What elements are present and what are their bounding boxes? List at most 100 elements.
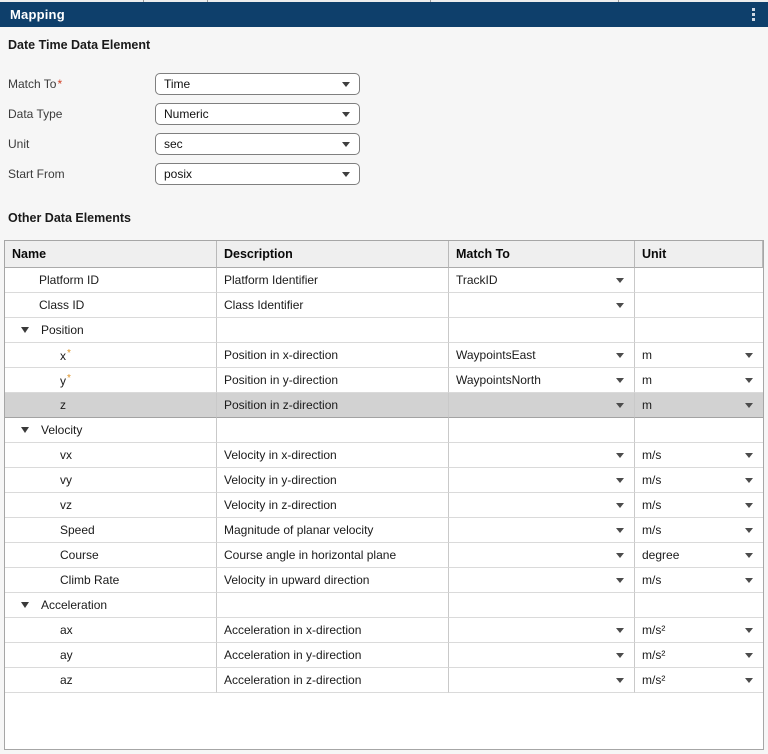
match-to-dropdown-cell: [449, 418, 635, 443]
chevron-down-icon: [745, 528, 753, 533]
name-cell: Velocity: [5, 418, 217, 443]
table-row-vx[interactable]: vxVelocity in x-directionm/s: [5, 443, 763, 468]
unit-dropdown[interactable]: sec: [155, 133, 360, 155]
unit-dropdown-cell[interactable]: m: [635, 343, 763, 368]
chevron-down-icon: [616, 628, 624, 633]
match-to-dropdown-cell[interactable]: [449, 393, 635, 418]
match-to-dropdown-cell[interactable]: [449, 468, 635, 493]
data-type-dropdown[interactable]: Numeric: [155, 103, 360, 125]
match-to-dropdown-cell[interactable]: [449, 568, 635, 593]
kebab-menu-icon[interactable]: [749, 5, 758, 24]
dropdown-value: posix: [156, 167, 192, 181]
unit-value: m: [642, 373, 652, 387]
table-row-vz[interactable]: vzVelocity in z-directionm/s: [5, 493, 763, 518]
collapse-triangle-icon[interactable]: [21, 327, 29, 333]
collapse-triangle-icon[interactable]: [21, 427, 29, 433]
description-cell: Position in x-direction: [217, 343, 449, 368]
match-to-dropdown-cell[interactable]: [449, 643, 635, 668]
unit-dropdown-cell[interactable]: m: [635, 393, 763, 418]
unit-dropdown-cell[interactable]: m/s²: [635, 618, 763, 643]
column-header-unit: Unit: [635, 241, 763, 268]
unit-dropdown-cell: [635, 593, 763, 618]
collapse-triangle-icon[interactable]: [21, 602, 29, 608]
unit-dropdown-cell[interactable]: m/s²: [635, 643, 763, 668]
match-to-dropdown-cell[interactable]: WaypointsNorth: [449, 368, 635, 393]
chevron-down-icon: [745, 453, 753, 458]
match-to-value: WaypointsEast: [456, 348, 536, 362]
field-label-start-from: Start From: [8, 167, 65, 181]
table-row-climb-rate[interactable]: Climb RateVelocity in upward directionm/…: [5, 568, 763, 593]
table-empty-area: [5, 693, 763, 749]
name-cell: Position: [5, 318, 217, 343]
unit-dropdown-cell[interactable]: m/s: [635, 568, 763, 593]
chevron-down-icon: [745, 578, 753, 583]
table-row-platform-id[interactable]: Platform IDPlatform IdentifierTrackID: [5, 268, 763, 293]
match-to-dropdown-cell[interactable]: [449, 543, 635, 568]
table-row-class-id[interactable]: Class IDClass Identifier: [5, 293, 763, 318]
field-label-data-type: Data Type: [8, 107, 62, 121]
match-to-dropdown-cell[interactable]: WaypointsEast: [449, 343, 635, 368]
match-to-dropdown-cell[interactable]: [449, 493, 635, 518]
match-to-dropdown-cell[interactable]: TrackID: [449, 268, 635, 293]
unit-dropdown-cell[interactable]: m/s: [635, 468, 763, 493]
chevron-down-icon: [745, 378, 753, 383]
unit-dropdown-cell[interactable]: m/s: [635, 493, 763, 518]
unit-dropdown-cell[interactable]: m/s: [635, 443, 763, 468]
table-row-z[interactable]: zPosition in z-directionm: [5, 393, 763, 418]
name-cell: vy: [5, 468, 217, 493]
row-name-label: Speed: [5, 523, 95, 537]
name-cell: ay: [5, 643, 217, 668]
unit-dropdown-cell[interactable]: m/s: [635, 518, 763, 543]
chevron-down-icon: [342, 172, 350, 177]
group-row-velocity[interactable]: Velocity: [5, 418, 763, 443]
row-name-label: x*: [5, 348, 71, 363]
unit-dropdown-cell[interactable]: m/s²: [635, 668, 763, 693]
table-row-x[interactable]: x* Position in x-direction WaypointsEast m: [5, 343, 763, 368]
row-name-label: vx: [5, 448, 72, 462]
chevron-down-icon: [616, 478, 624, 483]
description-cell: Acceleration in x-direction: [217, 618, 449, 643]
table-row-ay[interactable]: ayAcceleration in y-directionm/s²: [5, 643, 763, 668]
chevron-down-icon: [342, 142, 350, 147]
chevron-down-icon: [745, 503, 753, 508]
column-header-description: Description: [217, 241, 449, 268]
table-row-vy[interactable]: vyVelocity in y-directionm/s: [5, 468, 763, 493]
unit-dropdown-cell[interactable]: degree: [635, 543, 763, 568]
match-to-dropdown-cell[interactable]: [449, 443, 635, 468]
match-to-dropdown-cell: [449, 318, 635, 343]
table-row-y[interactable]: y*Position in y-directionWaypointsNorthm: [5, 368, 763, 393]
name-cell: Climb Rate: [5, 568, 217, 593]
match-to-dropdown[interactable]: Time: [155, 73, 360, 95]
table-row-speed[interactable]: SpeedMagnitude of planar velocitym/s: [5, 518, 763, 543]
column-header-name: Name: [5, 241, 217, 268]
chevron-down-icon: [745, 653, 753, 658]
table-row-course[interactable]: CourseCourse angle in horizontal planede…: [5, 543, 763, 568]
chevron-down-icon: [616, 653, 624, 658]
table-row-ax[interactable]: axAcceleration in x-directionm/s²: [5, 618, 763, 643]
match-to-value: WaypointsNorth: [456, 373, 541, 387]
chevron-down-icon: [745, 353, 753, 358]
match-to-dropdown-cell[interactable]: [449, 293, 635, 318]
group-row-position[interactable]: Position: [5, 318, 763, 343]
match-to-dropdown-cell[interactable]: [449, 518, 635, 543]
dropdown-value: sec: [156, 137, 183, 151]
unit-dropdown-cell[interactable]: m: [635, 368, 763, 393]
chevron-down-icon: [342, 112, 350, 117]
match-to-dropdown-cell[interactable]: [449, 668, 635, 693]
unit-value: m/s²: [642, 648, 665, 662]
unit-value: m/s: [642, 573, 661, 587]
name-cell: az: [5, 668, 217, 693]
match-to-dropdown-cell[interactable]: [449, 618, 635, 643]
description-cell: [217, 318, 449, 343]
table-row-az[interactable]: azAcceleration in z-directionm/s²: [5, 668, 763, 693]
description-cell: Position in z-direction: [217, 393, 449, 418]
start-from-dropdown[interactable]: posix: [155, 163, 360, 185]
chevron-down-icon: [745, 478, 753, 483]
chevron-down-icon: [616, 353, 624, 358]
row-name-label: ay: [5, 648, 73, 662]
chevron-down-icon: [616, 278, 624, 283]
chevron-down-icon: [616, 678, 624, 683]
group-row-acceleration[interactable]: Acceleration: [5, 593, 763, 618]
chevron-down-icon: [616, 453, 624, 458]
name-cell: x*: [5, 343, 217, 368]
